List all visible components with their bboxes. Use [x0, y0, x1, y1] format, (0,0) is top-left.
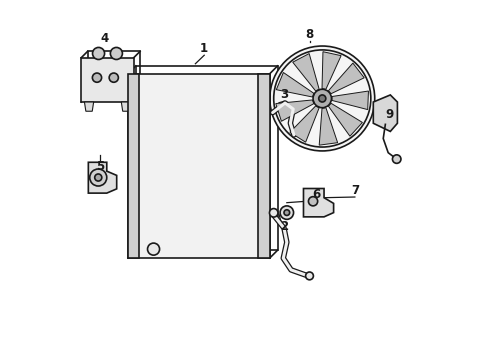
Circle shape — [109, 73, 119, 82]
Text: 7: 7 — [351, 184, 359, 197]
Circle shape — [93, 48, 104, 59]
Text: 2: 2 — [280, 220, 288, 233]
Polygon shape — [373, 95, 397, 131]
Polygon shape — [328, 63, 364, 94]
Circle shape — [313, 89, 331, 108]
Polygon shape — [81, 58, 134, 102]
Polygon shape — [128, 74, 139, 258]
Circle shape — [93, 73, 101, 82]
Circle shape — [95, 174, 102, 181]
Polygon shape — [328, 103, 363, 136]
Polygon shape — [276, 100, 314, 121]
Circle shape — [90, 169, 107, 186]
Circle shape — [392, 155, 401, 163]
Circle shape — [318, 95, 326, 102]
Text: 4: 4 — [101, 32, 109, 45]
Circle shape — [308, 197, 318, 206]
Polygon shape — [290, 106, 319, 142]
Text: 6: 6 — [312, 188, 320, 201]
Circle shape — [270, 46, 375, 151]
Polygon shape — [128, 74, 270, 258]
Polygon shape — [322, 52, 341, 89]
Polygon shape — [332, 91, 368, 109]
Polygon shape — [88, 162, 117, 193]
Polygon shape — [84, 102, 94, 111]
Circle shape — [270, 208, 278, 217]
Circle shape — [280, 206, 294, 219]
Polygon shape — [303, 189, 334, 217]
Polygon shape — [122, 102, 130, 111]
Polygon shape — [319, 108, 338, 145]
Polygon shape — [258, 74, 270, 258]
Circle shape — [284, 210, 290, 215]
Text: 1: 1 — [200, 42, 208, 55]
Text: 9: 9 — [386, 108, 394, 121]
Circle shape — [147, 243, 160, 255]
Circle shape — [110, 48, 122, 59]
Circle shape — [306, 272, 314, 280]
Text: 8: 8 — [306, 28, 314, 41]
Polygon shape — [276, 72, 314, 97]
Text: 5: 5 — [96, 160, 104, 173]
Text: 3: 3 — [280, 89, 288, 102]
Polygon shape — [293, 54, 319, 91]
